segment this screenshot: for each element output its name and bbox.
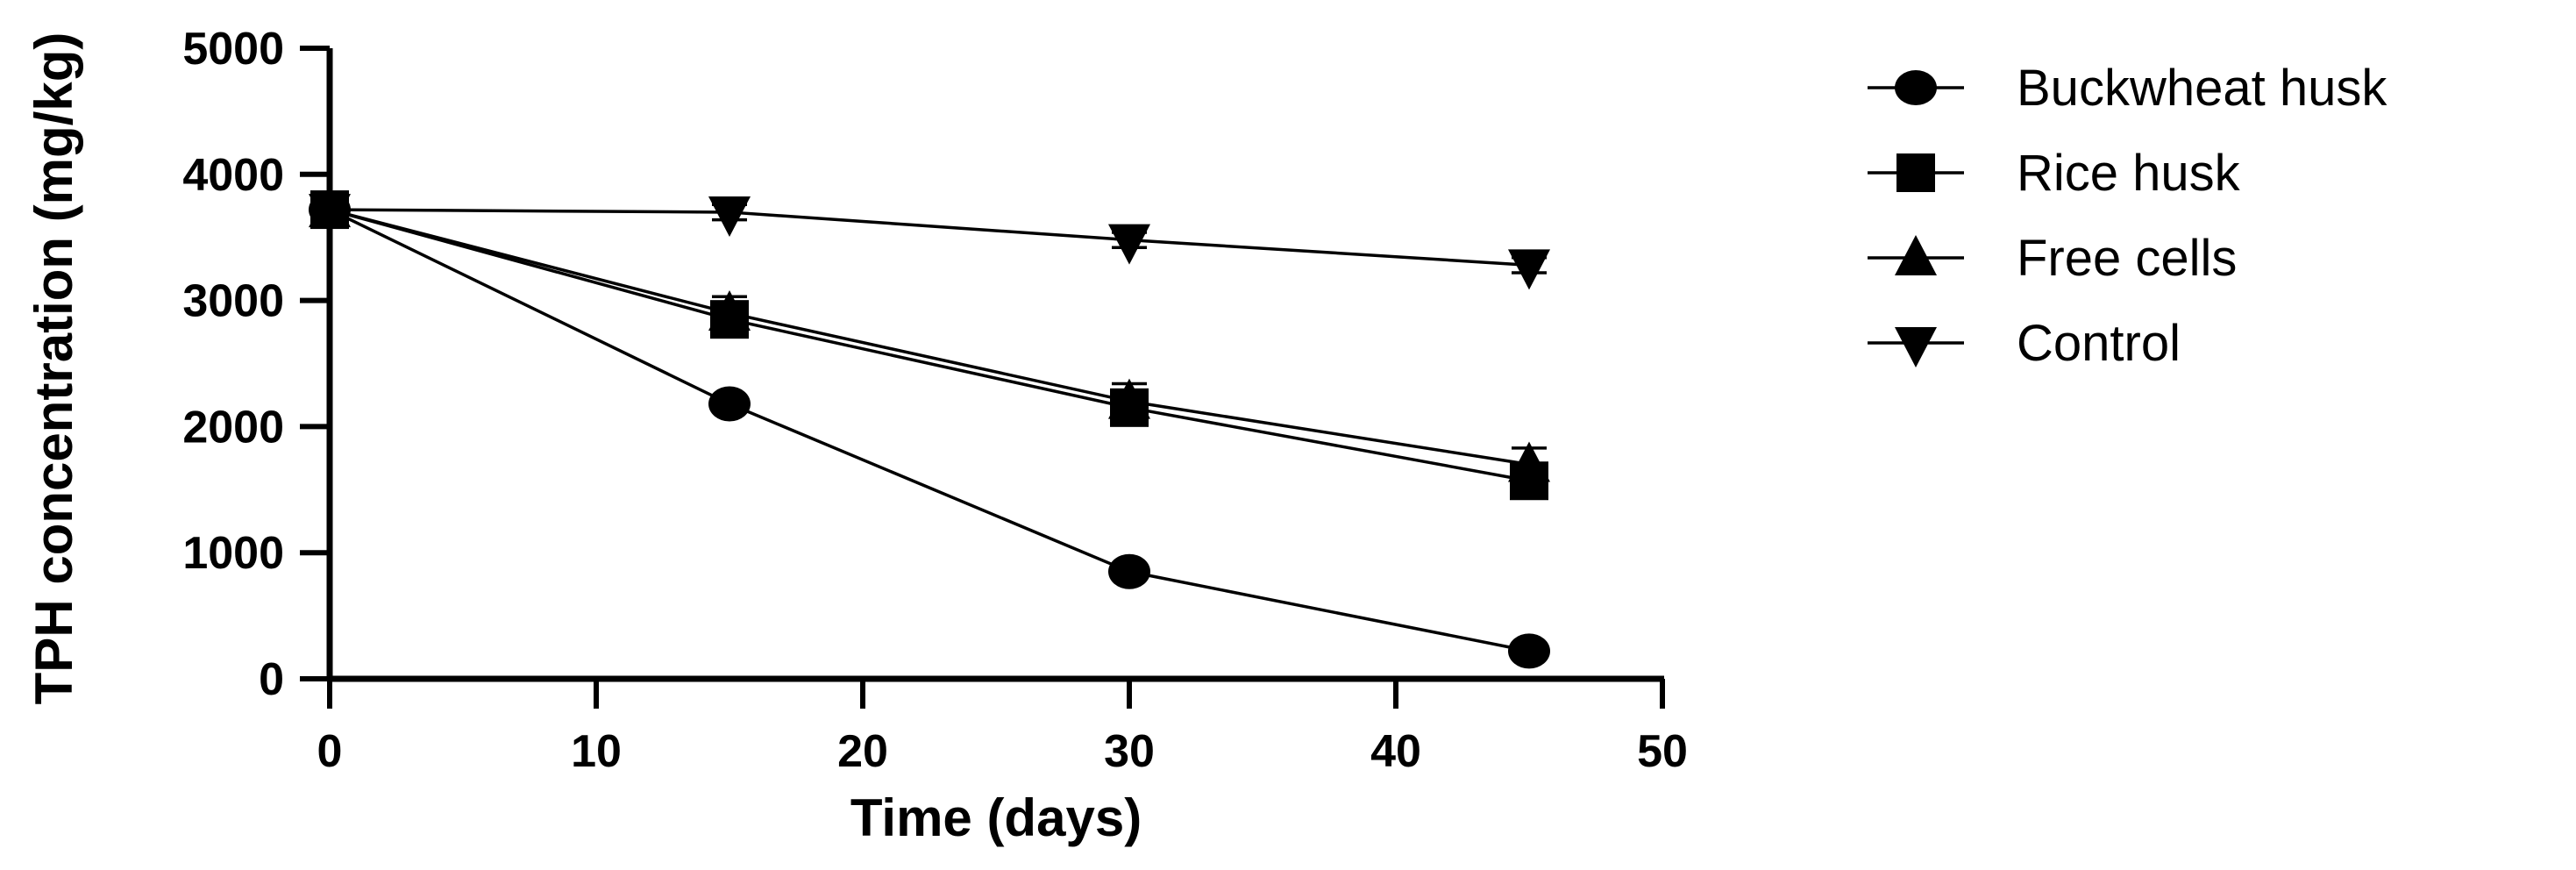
data-point-control — [708, 196, 751, 237]
legend: Buckwheat husk Rice husk Free cells Control — [1868, 60, 2387, 372]
data-point-buckwheat-husk — [708, 386, 751, 422]
data-point-control — [1108, 224, 1150, 265]
data-point-free-cells — [708, 289, 751, 331]
x-tick-label: 10 — [571, 726, 622, 777]
legend-marker-control — [1895, 327, 1937, 367]
legend-item-buckwheat-husk: Buckwheat husk — [1868, 60, 2387, 117]
series-line-free-cells — [329, 208, 1530, 467]
series-line-buckwheat-husk — [329, 208, 1530, 653]
x-tick-label: 20 — [837, 726, 888, 777]
legend-label: Control — [2017, 315, 2181, 372]
x-tick-label: 40 — [1370, 726, 1421, 777]
x-tick-label: 50 — [1637, 726, 1688, 777]
data-point-free-cells — [1108, 378, 1150, 419]
legend-item-rice-husk: Rice husk — [1868, 145, 2241, 202]
y-tick-label: 0 — [259, 654, 284, 705]
data-point-free-cells — [1508, 441, 1550, 482]
y-tick-label: 1000 — [182, 528, 284, 579]
legend-marker-rice-husk — [1896, 153, 1935, 192]
legend-marker-free-cells — [1895, 235, 1937, 275]
series-line-control — [329, 208, 1530, 267]
x-tick-label: 0 — [317, 726, 343, 777]
legend-item-free-cells: Free cells — [1868, 230, 2237, 287]
plot-layer — [309, 187, 1550, 669]
legend-marker-buckwheat-husk — [1895, 70, 1937, 105]
data-point-buckwheat-husk — [1508, 633, 1550, 669]
x-tick-label: 30 — [1104, 726, 1155, 777]
legend-label: Buckwheat husk — [2017, 60, 2387, 117]
data-point-control — [1508, 249, 1550, 290]
legend-item-control: Control — [1868, 315, 2181, 372]
y-tick-label: 5000 — [182, 24, 284, 75]
y-tick-label: 4000 — [182, 150, 284, 201]
y-tick-label: 2000 — [182, 402, 284, 453]
data-point-buckwheat-husk — [1108, 553, 1150, 589]
axes-layer: 0 1000 2000 3000 4000 5000 0 10 20 30 40 50 — [182, 24, 1688, 777]
y-axis-title: TPH concentration (mg/kg) — [25, 32, 83, 705]
legend-label: Free cells — [2017, 230, 2237, 287]
y-tick-label: 3000 — [182, 276, 284, 327]
x-axis-title: Time (days) — [850, 788, 1142, 847]
legend-label: Rice husk — [2017, 145, 2241, 202]
series-line-rice-husk — [329, 208, 1530, 482]
